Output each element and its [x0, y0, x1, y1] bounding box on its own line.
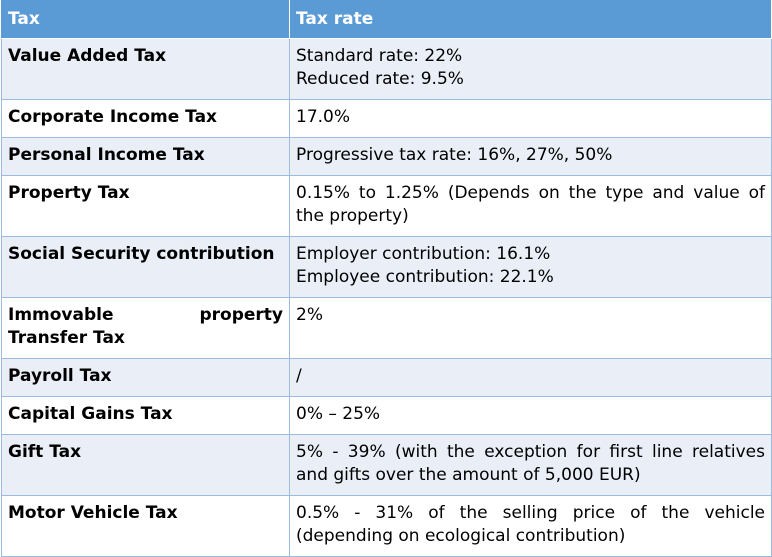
tax-rate-line: Standard rate: 22%: [296, 46, 463, 66]
tax-rate-line: 5% - 39% (with the exception for first l…: [296, 442, 765, 485]
table-row: Motor Vehicle Tax 0.5% - 31% of the sell…: [1, 495, 772, 557]
tax-name-cell: Gift Tax: [1, 434, 290, 496]
tax-name-cell: Personal Income Tax: [1, 137, 290, 176]
table-header-row: Tax Tax rate: [1, 0, 772, 39]
tax-rate-cell: /: [289, 358, 772, 397]
header-tax-rate: Tax rate: [289, 0, 772, 39]
tax-rate-cell: 5% - 39% (with the exception for first l…: [289, 434, 772, 496]
tax-rate-line: 2%: [296, 305, 323, 325]
table-row: Immovable property Transfer Tax 2%: [1, 297, 772, 359]
tax-rate-line: 0.15% to 1.25% (Depends on the type and …: [296, 183, 765, 226]
tax-rate-line: Employer contribution: 16.1%: [296, 244, 551, 264]
tax-rate-line: /: [296, 366, 302, 386]
table-row: Capital Gains Tax 0% – 25%: [1, 396, 772, 435]
tax-rate-line: Reduced rate: 9.5%: [296, 69, 464, 89]
table-row: Property Tax 0.15% to 1.25% (Depends on …: [1, 175, 772, 237]
tax-rate-line: 0.5% - 31% of the selling price of the v…: [296, 503, 765, 546]
tax-rate-cell: Employer contribution: 16.1% Employee co…: [289, 236, 772, 298]
tax-name-cell: Immovable property Transfer Tax: [1, 297, 290, 359]
tax-rate-line: 17.0%: [296, 107, 351, 127]
table-row: Gift Tax 5% - 39% (with the exception fo…: [1, 434, 772, 496]
tax-rate-cell: 0.15% to 1.25% (Depends on the type and …: [289, 175, 772, 237]
tax-rate-line: Employee contribution: 22.1%: [296, 267, 554, 287]
tax-name-cell: Capital Gains Tax: [1, 396, 290, 435]
tax-name-cell: Payroll Tax: [1, 358, 290, 397]
table-row: Corporate Income Tax 17.0%: [1, 99, 772, 138]
tax-rate-cell: Progressive tax rate: 16%, 27%, 50%: [289, 137, 772, 176]
tax-rate-cell: 2%: [289, 297, 772, 359]
tax-name-cell: Corporate Income Tax: [1, 99, 290, 138]
tax-rate-line: 0% – 25%: [296, 404, 381, 424]
table-row: Social Security contribution Employer co…: [1, 236, 772, 298]
tax-rate-cell: 17.0%: [289, 99, 772, 138]
tax-rate-cell: Standard rate: 22% Reduced rate: 9.5%: [289, 38, 772, 100]
tax-name-cell: Social Security contribution: [1, 236, 290, 298]
tax-rate-cell: 0.5% - 31% of the selling price of the v…: [289, 495, 772, 557]
table-row: Payroll Tax /: [1, 358, 772, 397]
tax-rate-cell: 0% – 25%: [289, 396, 772, 435]
table-row: Personal Income Tax Progressive tax rate…: [1, 137, 772, 176]
table-row: Value Added Tax Standard rate: 22% Reduc…: [1, 38, 772, 100]
tax-rate-line: Progressive tax rate: 16%, 27%, 50%: [296, 145, 613, 165]
tax-name-cell: Motor Vehicle Tax: [1, 495, 290, 557]
header-tax: Tax: [1, 0, 290, 39]
tax-name-cell: Value Added Tax: [1, 38, 290, 100]
tax-name-cell: Property Tax: [1, 175, 290, 237]
